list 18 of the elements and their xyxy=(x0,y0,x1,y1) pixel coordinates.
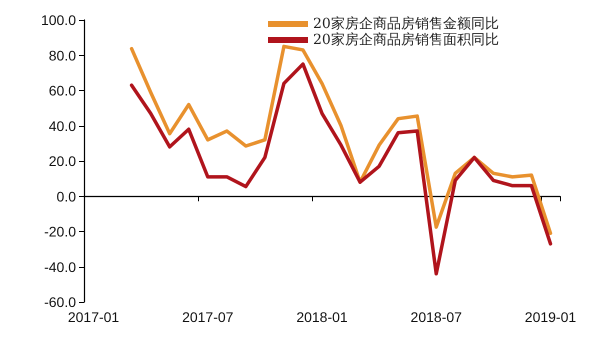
line-series xyxy=(130,62,552,276)
y-tick-label: 60.0 xyxy=(48,82,76,98)
x-tick-label: 2018-01 xyxy=(296,309,348,325)
line-series xyxy=(130,44,552,236)
legend-label: 20家房企商品房销售金额同比 xyxy=(313,16,499,32)
y-tick-label: 0.0 xyxy=(56,188,76,204)
x-tick-label: 2017-07 xyxy=(182,309,234,325)
y-tick-label: 80.0 xyxy=(48,47,76,64)
y-tick-label: 100.0 xyxy=(40,12,76,28)
y-tick-label: -40.0 xyxy=(44,258,76,275)
x-tick-label: 2017-01 xyxy=(68,309,120,325)
y-tick-label: -20.0 xyxy=(44,224,76,240)
legend-label: 20家房企商品房销售面积同比 xyxy=(313,32,499,48)
x-tick-label: 2019-01 xyxy=(524,309,576,325)
x-tick-label: 2018-07 xyxy=(410,309,462,325)
y-tick-label: 40.0 xyxy=(48,118,76,134)
y-tick-label: -60.0 xyxy=(44,294,76,310)
y-tick-label: 20.0 xyxy=(48,153,76,169)
